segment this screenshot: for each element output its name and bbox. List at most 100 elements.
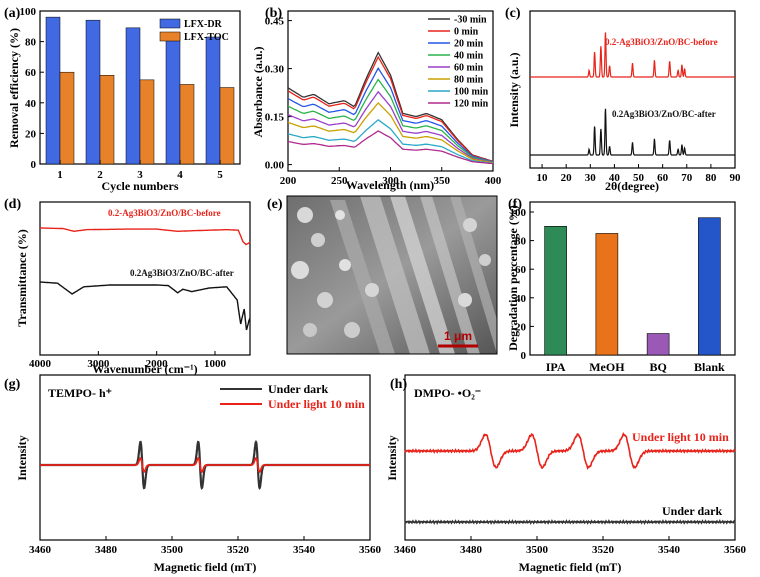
spectrum-5: [287, 102, 494, 164]
legend-label-4: 60 min: [454, 63, 484, 74]
panel-c-xtick-label: 60: [657, 172, 669, 184]
panel-c-xtick-label: 10: [537, 172, 549, 184]
ftir-spectrum-1: [40, 281, 251, 331]
panel-b-xtick-label: 200: [280, 175, 297, 187]
panel-f-xtick-label: BQ: [649, 360, 666, 374]
spectrum-6: [287, 118, 494, 164]
panel-h-label: (h): [390, 377, 407, 392]
bar-lfx-toc-cycle-3: [139, 79, 155, 165]
sem-frame: [286, 195, 498, 355]
panel-d-xtick-label: 2000: [146, 358, 169, 370]
epr-trace-1: [40, 457, 370, 473]
bar-lfx-toc-cycle-1: [59, 71, 75, 165]
panel-h-title: DMPO- •O₂⁻: [414, 386, 481, 400]
panel-h-ylabel: Intensity: [385, 435, 399, 480]
panel-f-xtick-label: Blank: [694, 360, 725, 374]
panel-f-ytick-label: 80: [515, 236, 527, 248]
spectrum-4: [287, 90, 494, 164]
panel-f-ylabel: Degradation percentage (%): [506, 205, 520, 351]
panel-c-xtick-label: 20: [561, 172, 573, 184]
panel-a-xtick-label: 3: [137, 169, 143, 181]
panel-b-label: (b): [265, 6, 282, 21]
panel-h: (h) 3460 3480 3500 3520 3540 3560 Magnetic fi…: [385, 374, 747, 574]
panel-c: (c) 10 20 30 40 50 60 70 80 90 2θ(degree) Intens…: [505, 6, 741, 193]
ftir-spectrum-0: [40, 227, 251, 246]
panel-g: (g) 3460 3480 3500 3520 3540 3560 Magnetic fi…: [4, 374, 382, 574]
legend-lfx-toc: LFX-TOC: [184, 32, 229, 43]
panel-h-frame: [404, 374, 736, 541]
panel-c-ylabel: Intensity (a.u.): [507, 52, 521, 127]
panel-c-xtick-label: 80: [705, 172, 717, 184]
panel-a-ytick-label: 80: [25, 37, 37, 49]
panel-h-xtick-label: 3560: [724, 544, 747, 556]
legend-label-5: 80 min: [454, 75, 484, 86]
panel-e-label: (e): [267, 197, 283, 212]
panel-g-xtick-label: 3540: [293, 544, 316, 556]
panel-a-label: (a): [4, 6, 21, 21]
legend-label-7: 120 min: [454, 99, 489, 110]
panel-b-xlabel: Wavelength (nm): [346, 178, 434, 192]
bar-lfx-toc-cycle-2: [99, 75, 115, 165]
panel-g-legend-light: Under light 10 min: [268, 397, 365, 411]
bar-lfx-toc-cycle-5: [219, 87, 235, 165]
panel-b-ylabel: Absorbance (a.u.): [251, 46, 265, 137]
panel-g-legend-dark: Under dark: [268, 382, 328, 396]
panel-g-title: TEMPO- h⁺: [48, 386, 112, 400]
bar-lfx-dr-cycle-1: [45, 16, 61, 165]
panel-f-frame: [529, 201, 736, 356]
panel-f: (f) 0 20 40 60 80 100 IPA MeOH BQ Blank Degradati…: [506, 197, 736, 374]
panel-c-label: (c): [505, 6, 521, 21]
panel-a-ytick-label: 40: [25, 98, 37, 110]
panel-h-xlabel: Magnetic field (mT): [519, 560, 622, 574]
spectrum-1: [287, 55, 494, 163]
panel-b-xtick-label: 400: [485, 175, 502, 187]
panel-b-ytick-label: 0.00: [265, 160, 285, 172]
panel-g-xtick-label: 3460: [29, 544, 52, 556]
bar-lfx-dr-cycle-3: [125, 27, 141, 165]
panel-c-xtick-label: 90: [730, 172, 742, 184]
panel-b-xtick-label: 300: [382, 175, 399, 187]
panel-h-xtick-label: 3460: [394, 544, 417, 556]
panel-b-xtick-label: 350: [434, 175, 451, 187]
panel-f-xtick-label: MeOH: [589, 360, 625, 374]
panel-g-ylabel: Intensity: [15, 435, 29, 480]
panel-f-ytick-label: 100: [510, 207, 527, 219]
panel-b: (b) 0.00 0.15 0.30 0.45 200 250 300 350 400 Wave…: [251, 6, 502, 192]
panel-h-xtick-label: 3480: [460, 544, 483, 556]
panel-d-frame: [39, 201, 251, 356]
panel-h-xtick-label: 3540: [658, 544, 681, 556]
panel-g-xtick-label: 3560: [359, 544, 382, 556]
panel-c-xtick-label: 70: [681, 172, 693, 184]
legend-label-1: 0 min: [454, 27, 479, 38]
panel-a-ytick-label: 0: [31, 159, 37, 171]
sem-texture: [291, 196, 497, 354]
panel-a-ytick-label: 20: [25, 128, 37, 140]
legend-swatch-lfx-dr: [159, 18, 181, 29]
panel-d-xtick-label: 3000: [87, 358, 110, 370]
panel-f-xtick-label: IPA: [546, 360, 566, 374]
panel-c-xtick-label: 30: [585, 172, 597, 184]
sem-scale-text: 1 μm: [444, 329, 472, 343]
panel-h-light-label: Under light 10 min: [632, 430, 729, 444]
bar-lfx-dr-cycle-2: [85, 19, 101, 165]
legend-label-0: -30 min: [454, 15, 487, 26]
bar-lfx-toc-cycle-4: [179, 84, 195, 165]
spectrum-2: [287, 67, 494, 163]
panel-a-xtick-label: 2: [97, 169, 103, 181]
panel-a-ytick-label: 100: [20, 6, 37, 18]
panel-d-after-label: 0.2Ag3BiO3/ZnO/BC-after: [130, 268, 234, 278]
panel-g-xlabel: Magnetic field (mT): [154, 560, 257, 574]
panel-a: (a) 0 20 40 60 80 100 1 2 3 4 5 Cycle numbers Remo…: [4, 6, 241, 193]
panel-c-xtick-label: 40: [609, 172, 621, 184]
panel-d-xtick-label: 1000: [204, 358, 227, 370]
spectrum-7: [287, 130, 494, 165]
bar-meoh: [595, 233, 619, 356]
panel-b-ytick-label: 0.30: [265, 64, 285, 76]
panel-h-dark-label: Under dark: [662, 504, 722, 518]
panel-d-xlabel: Wavenumber (cm⁻¹): [92, 362, 197, 376]
panel-b-xtick-label: 250: [331, 175, 348, 187]
panel-d-ylabel: Transmittance (%): [15, 229, 29, 326]
panel-c-xlabel: 2θ(degree): [605, 179, 659, 193]
